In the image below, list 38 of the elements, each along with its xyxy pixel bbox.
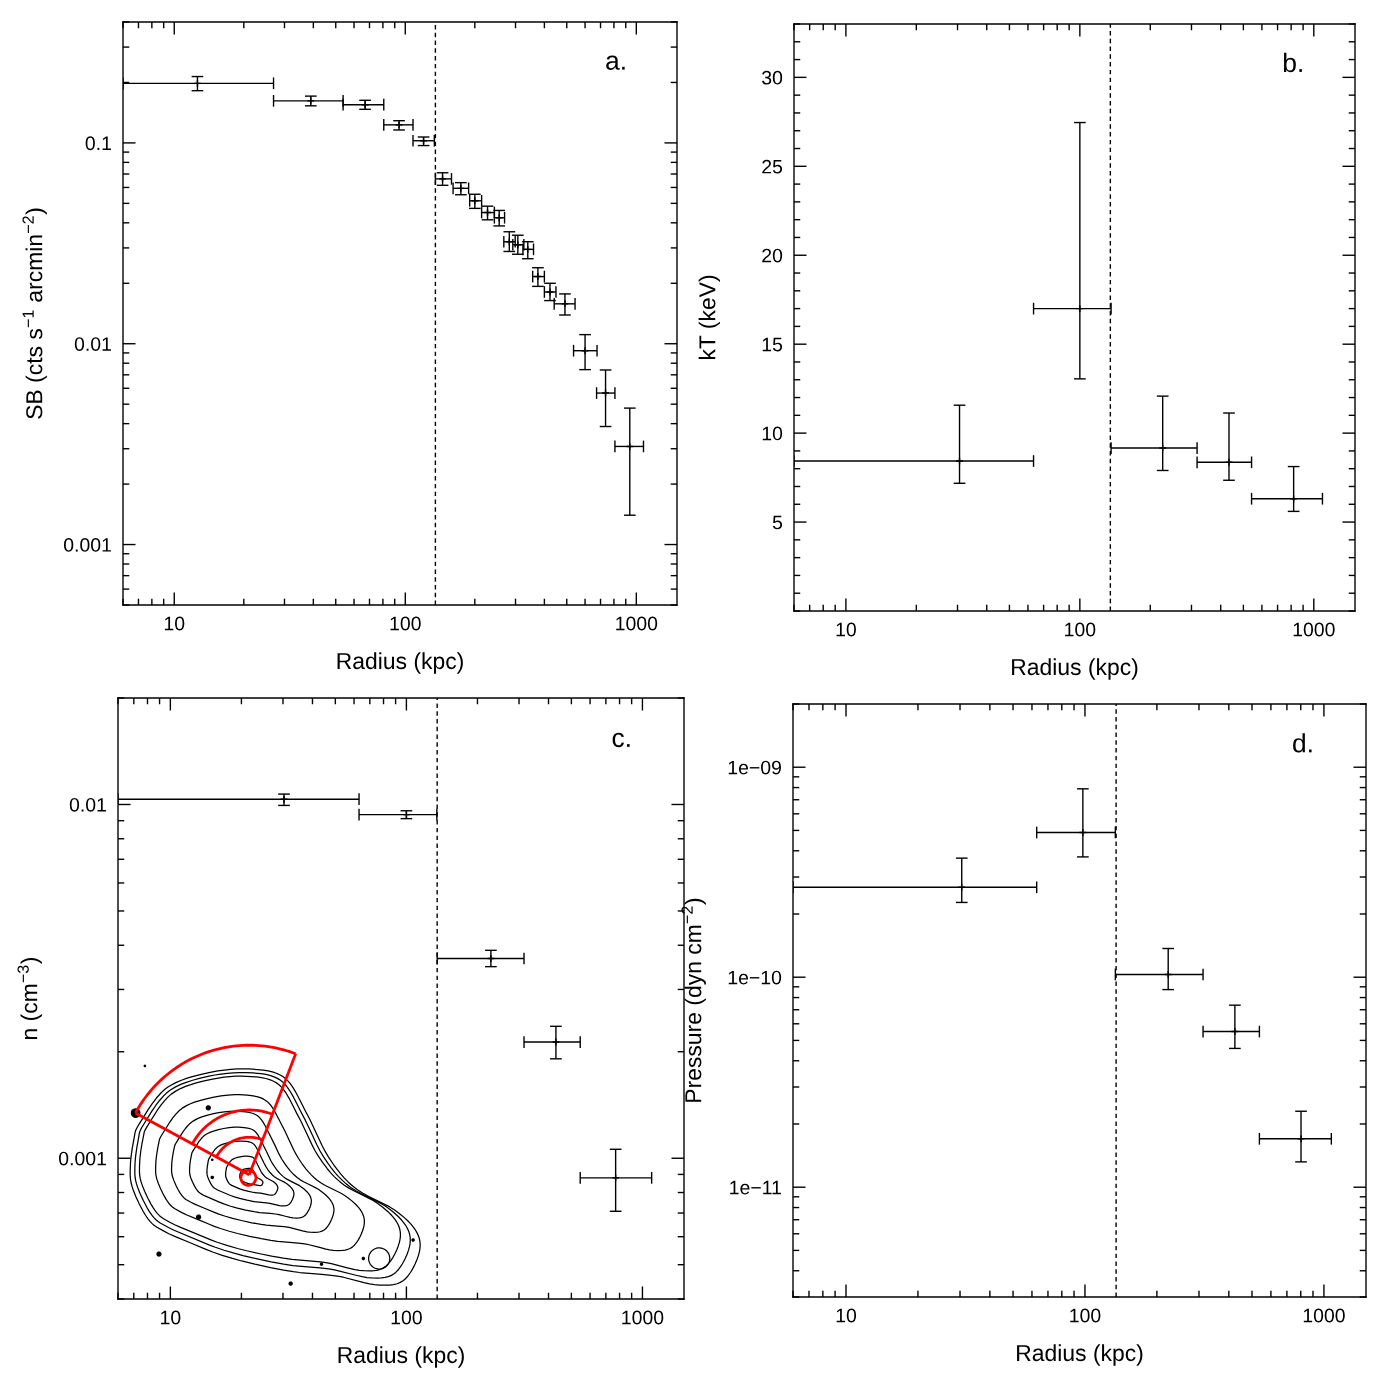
x-tick-label: 1000 (616, 616, 658, 631)
y-tick-label: 0.01 (69, 797, 106, 812)
x-tick-label: 1000 (1293, 622, 1335, 637)
x-tick-label: 10 (836, 1308, 857, 1323)
x-tick-label: 10 (836, 622, 856, 637)
y-axis-title: Pressure (dyn cm$^{−2}$) (681, 898, 706, 1102)
y-tick-label: 25 (762, 159, 783, 174)
y-tick-label: 0.1 (85, 136, 111, 151)
y-tick-label: 0.001 (63, 538, 111, 552)
y-axis-title: SB (cts s$^{−1}$ arcmin$^{−2}$) (22, 208, 47, 419)
x-tick-label: 100 (391, 1310, 422, 1325)
y-tick-label: 15 (762, 337, 783, 352)
y-axis-title: n (cm$^{−3}$) (17, 957, 42, 1040)
y-tick-label: 0.01 (74, 337, 111, 351)
x-tick-label: 10 (164, 616, 185, 631)
annotation: a. (606, 55, 625, 70)
y-tick-label: 10 (762, 426, 783, 441)
y-tick-label: 30 (762, 70, 783, 85)
x-tick-label: 1000 (622, 1310, 664, 1325)
y-tick-label: 0.001 (58, 1151, 106, 1166)
x-tick-label: 100 (1070, 1308, 1101, 1323)
x-tick-label: 100 (390, 616, 421, 631)
y-tick-label: 5 (772, 515, 783, 530)
annotation: d. (1293, 733, 1312, 753)
x-tick-label: 10 (161, 1310, 181, 1325)
y-axis-title: kT (keV) (698, 275, 720, 360)
annotation: c. (612, 732, 630, 748)
y-tick-label: 20 (762, 248, 783, 263)
x-axis-title: Radius (kpc) (338, 1346, 464, 1368)
x-axis-title: Radius (kpc) (337, 652, 463, 674)
x-tick-label: 100 (1065, 622, 1096, 637)
x-tick-label: 1000 (1303, 1308, 1345, 1323)
y-tick-label: 1e−10 (728, 970, 782, 985)
annotation: b. (1283, 52, 1302, 73)
y-tick-label: 1e−11 (730, 1180, 781, 1195)
x-axis-title: Radius (kpc) (1012, 658, 1138, 680)
y-tick-label: 1e−09 (728, 760, 781, 775)
x-axis-title: Radius (kpc) (1017, 1344, 1143, 1366)
